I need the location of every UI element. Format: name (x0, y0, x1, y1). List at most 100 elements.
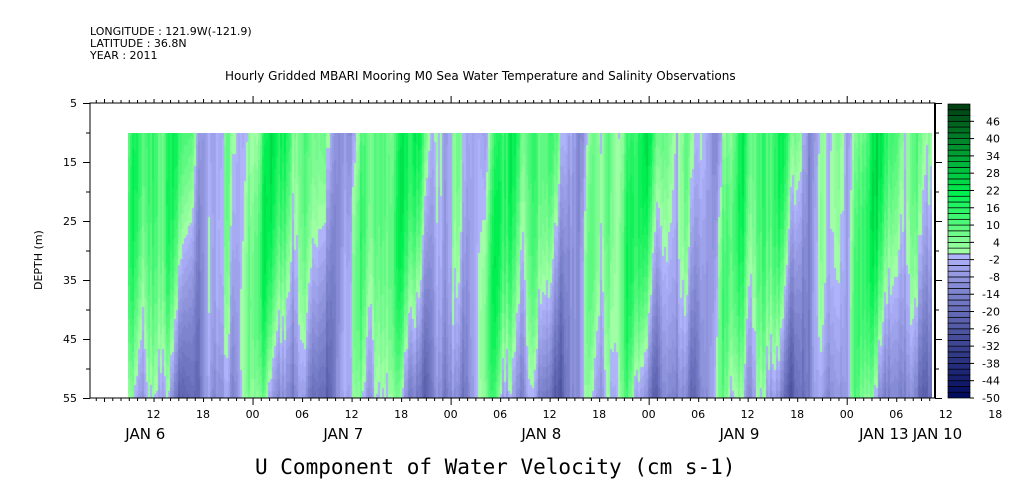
colorbar-swatch (947, 368, 971, 376)
colorbar-swatch (947, 299, 971, 307)
x-axis-label: U Component of Water Velocity (cm s-1) (255, 455, 736, 479)
colorbar-swatch (947, 293, 971, 301)
colorbar-swatch (947, 247, 971, 255)
chart-title: Hourly Gridded MBARI Mooring M0 Sea Wate… (225, 69, 736, 83)
colorbar-swatch (947, 270, 971, 278)
colorbar-swatch (947, 109, 971, 116)
colorbar-swatch (947, 328, 971, 335)
x-hour-label: 06 (889, 408, 903, 421)
x-hour-label: 18 (592, 408, 606, 421)
colorbar-swatch (947, 242, 971, 249)
heatmap-field (128, 133, 932, 398)
x-hour-label: 00 (246, 408, 260, 421)
colorbar-swatch (947, 155, 971, 162)
x-day-label: JAN 10 (912, 425, 963, 443)
colorbar-label: -44 (982, 375, 1000, 388)
x-hour-label: 06 (493, 408, 507, 421)
colorbar-swatch (947, 345, 971, 353)
colorbar-swatch (947, 172, 971, 180)
colorbar-label: 40 (986, 133, 1000, 146)
x-hour-label: 06 (295, 408, 309, 421)
colorbar-swatch (947, 115, 971, 122)
colorbar-swatch (947, 144, 971, 151)
x-day-label: JAN 9 (718, 425, 759, 443)
colorbar-swatch (947, 224, 971, 232)
colorbar-swatch (947, 120, 971, 128)
y-tick-label: 55 (63, 392, 77, 405)
y-axis-label: DEPTH (m) (32, 230, 45, 290)
colorbar-swatch (947, 103, 971, 111)
colorbar-label: 28 (986, 167, 1000, 180)
colorbar-label: -50 (982, 392, 1000, 405)
colorbar-swatch (947, 386, 971, 393)
colorbar-label: -38 (982, 357, 1000, 370)
latitude-label: LATITUDE : 36.8N (90, 37, 187, 50)
y-tick-label: 15 (63, 156, 77, 169)
x-day-label: JAN 8 (520, 425, 561, 443)
colorbar-label: -14 (982, 288, 1000, 301)
colorbar-swatch (947, 201, 971, 209)
colorbar-label: -20 (982, 306, 1000, 319)
x-hour-label: 12 (345, 408, 359, 421)
x-hour-label: 12 (543, 408, 557, 421)
colorbar-swatch (947, 213, 971, 220)
x-hour-label: 18 (790, 408, 804, 421)
colorbar-swatch (947, 363, 971, 370)
colorbar-swatch (947, 195, 971, 203)
colorbar-swatch (947, 276, 971, 284)
x-hour-label: 12 (939, 408, 953, 421)
colorbar-swatch (947, 288, 971, 295)
colorbar-swatch (947, 218, 971, 226)
colorbar-label: 34 (986, 150, 1000, 163)
plot-frame (89, 102, 936, 399)
colorbar-swatch (947, 253, 971, 260)
colorbar-label: 16 (986, 202, 1000, 215)
colorbar-swatch (947, 374, 971, 382)
colorbar-swatch (947, 265, 971, 272)
y-tick-label: 45 (63, 333, 77, 346)
x-hour-label: 12 (147, 408, 161, 421)
colorbar-swatch (947, 167, 971, 174)
colorbar-swatch (947, 334, 971, 341)
colorbar-swatch (947, 259, 971, 266)
colorbar-label: 22 (986, 184, 1000, 197)
colorbar-label: -2 (989, 254, 1000, 267)
colorbar-swatch (947, 126, 971, 134)
colorbar-swatch (947, 340, 971, 347)
colorbar-label: -26 (982, 323, 1000, 336)
colorbar-swatch (947, 311, 971, 318)
x-day-label: JAN 13 (858, 425, 909, 443)
colorbar-swatch (947, 184, 971, 191)
colorbar-label: -8 (989, 271, 1000, 284)
x-hour-label: 18 (394, 408, 408, 421)
colorbar-swatch (947, 236, 971, 243)
colorbar-swatch (947, 322, 971, 330)
colorbar-label: 46 (986, 115, 1000, 128)
y-tick-label: 25 (63, 215, 77, 228)
colorbar-swatch (947, 178, 971, 186)
x-day-label: JAN 7 (322, 425, 363, 443)
colorbar-swatch (947, 357, 971, 364)
year-label: YEAR : 2011 (90, 49, 158, 62)
colorbar-swatch (947, 316, 971, 324)
colorbar-swatch (947, 282, 971, 289)
longitude-label: LONGITUDE : 121.9W(-121.9) (90, 25, 252, 38)
colorbar-swatch (947, 132, 971, 139)
colorbar-swatch (947, 207, 971, 214)
x-hour-label: 18 (196, 408, 210, 421)
y-tick-label: 5 (70, 97, 77, 110)
x-hour-label: 00 (444, 408, 458, 421)
x-hour-label: 00 (642, 408, 656, 421)
colorbar-swatch (947, 391, 971, 399)
x-hour-label: 06 (691, 408, 705, 421)
colorbar-swatch (947, 230, 971, 237)
colorbar-swatch (947, 351, 971, 358)
colorbar-label: 10 (986, 219, 1000, 232)
x-day-label: JAN 6 (124, 425, 165, 443)
y-tick-label: 35 (63, 274, 77, 287)
colorbar-swatch (947, 380, 971, 387)
x-hour-label: 12 (741, 408, 755, 421)
colorbar-swatch (947, 305, 971, 312)
